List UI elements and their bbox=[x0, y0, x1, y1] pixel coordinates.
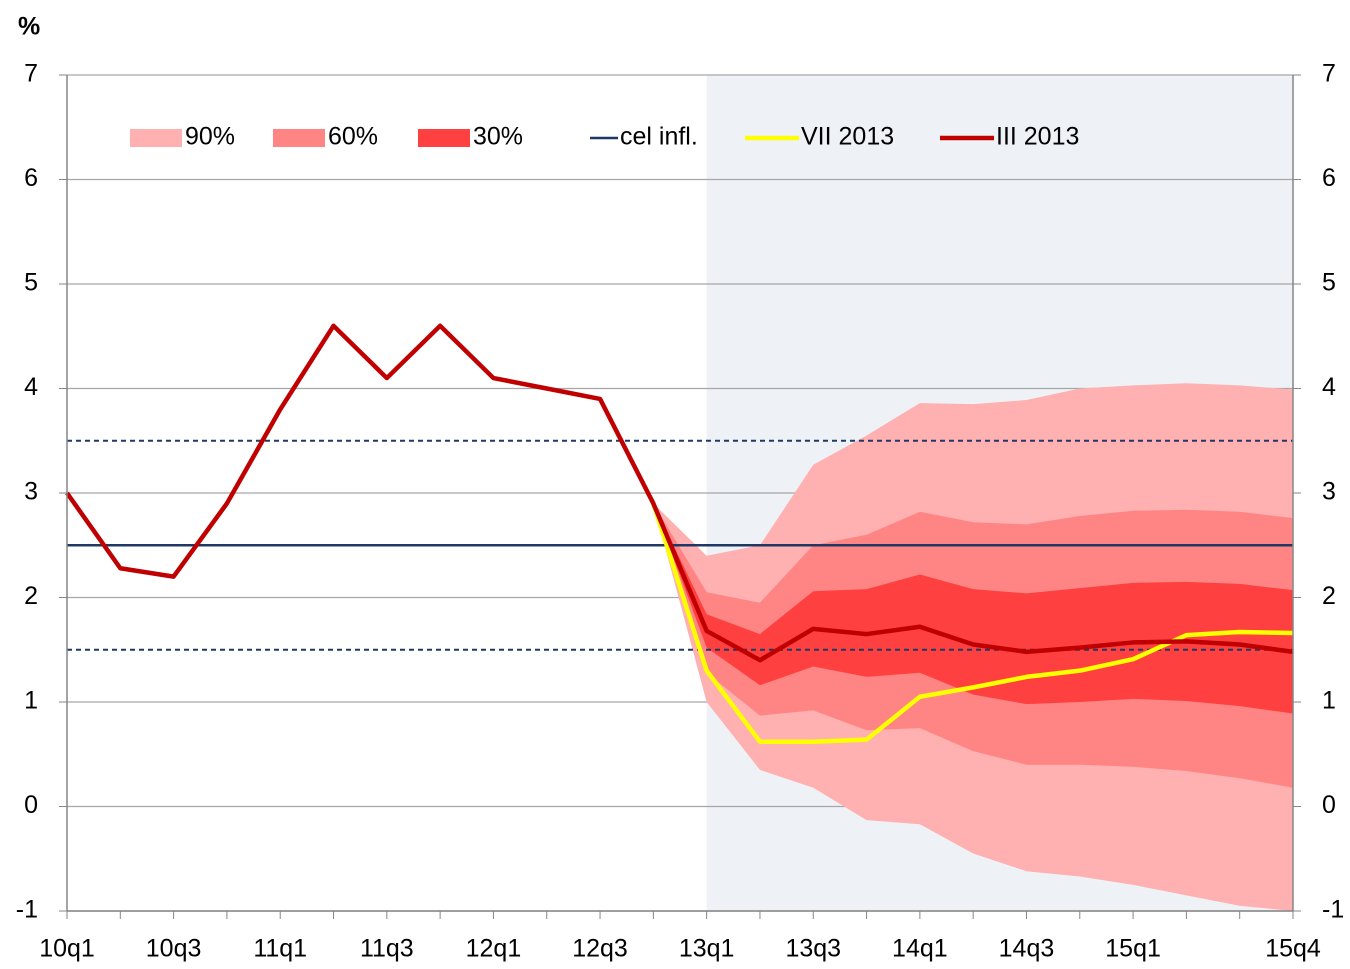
y-axis-label: % bbox=[18, 13, 40, 41]
legend-label: 30% bbox=[473, 123, 523, 151]
y2-tick-label: 0 bbox=[1322, 791, 1336, 819]
y-tick-label: -1 bbox=[16, 896, 38, 924]
y2-tick-label: 1 bbox=[1322, 687, 1336, 715]
x-tick-label: 14q1 bbox=[892, 935, 948, 963]
x-tick-label: 12q1 bbox=[466, 935, 522, 963]
y2-tick-label: 2 bbox=[1322, 582, 1336, 610]
legend-label: cel infl. bbox=[620, 123, 698, 151]
x-tick-label: 11q1 bbox=[253, 935, 307, 963]
y-tick-label: 4 bbox=[24, 373, 38, 401]
x-tick-label: 13q1 bbox=[679, 935, 735, 963]
y2-tick-label: 4 bbox=[1322, 373, 1336, 401]
legend-label: VII 2013 bbox=[801, 123, 894, 151]
x-tick-label: 15q4 bbox=[1265, 935, 1321, 963]
y2-tick-label: 3 bbox=[1322, 478, 1336, 506]
legend-swatch bbox=[130, 129, 182, 147]
y2-tick-label: 7 bbox=[1322, 60, 1336, 88]
y-tick-label: 3 bbox=[24, 478, 38, 506]
x-tick-label: 13q3 bbox=[785, 935, 841, 963]
y2-tick-label: 6 bbox=[1322, 164, 1336, 192]
y2-tick-label: 5 bbox=[1322, 269, 1336, 297]
x-tick-label: 14q3 bbox=[999, 935, 1055, 963]
y-tick-label: 2 bbox=[24, 582, 38, 610]
y-tick-label: 6 bbox=[24, 164, 38, 192]
x-tick-label: 15q1 bbox=[1105, 935, 1161, 963]
legend-label: 60% bbox=[328, 123, 378, 151]
line-series bbox=[651, 502, 1294, 744]
y-tick-label: 1 bbox=[24, 687, 38, 715]
legend-label: 90% bbox=[185, 123, 235, 151]
line-series bbox=[65, 323, 1294, 663]
y-tick-label: 5 bbox=[24, 269, 38, 297]
legend-label: III 2013 bbox=[996, 123, 1079, 151]
x-tick-label: 12q3 bbox=[572, 935, 628, 963]
x-tick-label: 10q3 bbox=[146, 935, 202, 963]
y-tick-label: 0 bbox=[24, 791, 38, 819]
y2-tick-label: -1 bbox=[1322, 896, 1344, 924]
y-tick-label: 7 bbox=[24, 60, 38, 88]
legend-swatch bbox=[418, 129, 470, 147]
x-tick-label: 10q1 bbox=[39, 935, 95, 963]
legend-swatch bbox=[273, 129, 325, 147]
x-tick-label: 11q3 bbox=[360, 935, 414, 963]
